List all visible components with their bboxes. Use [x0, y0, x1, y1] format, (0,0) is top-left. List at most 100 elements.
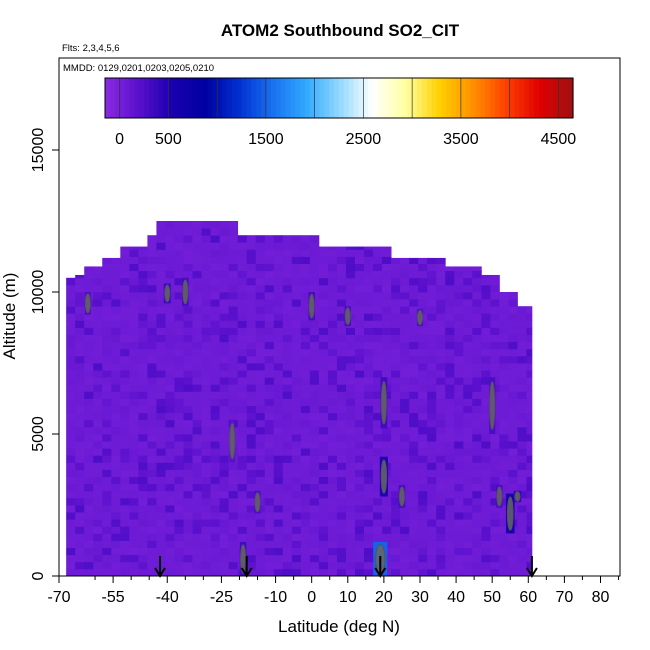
heatmap-cell — [318, 455, 329, 463]
heatmap-cell — [327, 320, 338, 328]
heatmap-cell — [165, 554, 175, 563]
heatmap-cell — [300, 313, 311, 321]
heatmap-cell — [93, 391, 103, 399]
heatmap-cell — [454, 355, 464, 364]
heatmap-cell — [345, 363, 356, 371]
heatmap-cell — [354, 263, 365, 272]
heatmap-cell — [66, 441, 76, 449]
heatmap-cell — [219, 384, 230, 392]
heatmap-cell — [228, 398, 239, 406]
heatmap-cell — [499, 398, 509, 406]
heatmap-cell — [336, 561, 347, 570]
heatmap-cell — [318, 483, 329, 492]
heatmap-cell — [526, 405, 533, 414]
heatmap-cell — [147, 363, 157, 371]
heatmap-cell — [120, 277, 130, 286]
heatmap-cell — [327, 462, 338, 470]
heatmap-cell — [102, 284, 112, 293]
heatmap-cell — [472, 568, 482, 577]
heatmap-cell — [228, 512, 239, 520]
heatmap-cell — [75, 391, 85, 399]
heatmap-cell — [255, 341, 266, 350]
heatmap-cell — [327, 334, 338, 343]
heatmap-cell — [454, 533, 464, 541]
heatmap-cell — [138, 277, 148, 286]
heatmap-cell — [102, 519, 112, 527]
heatmap-cell — [255, 249, 266, 257]
heatmap-cell — [472, 313, 482, 321]
heatmap-cell — [418, 441, 428, 449]
heatmap-cell — [463, 412, 473, 421]
heatmap-cell — [264, 426, 275, 435]
heatmap-cell — [508, 455, 518, 463]
heatmap-cell — [354, 292, 365, 300]
heatmap-cell — [75, 377, 85, 385]
heatmap-cell — [291, 363, 302, 371]
heatmap-cell — [183, 412, 193, 421]
heatmap-cell — [309, 320, 320, 328]
heatmap-cell — [490, 441, 500, 449]
heatmap-cell — [147, 370, 157, 378]
heatmap-cell — [246, 284, 257, 293]
heatmap-cell — [291, 512, 302, 520]
heatmap-cell — [165, 313, 175, 321]
heatmap-cell — [246, 533, 257, 541]
heatmap-cell — [391, 476, 401, 485]
heatmap-cell — [364, 263, 374, 272]
heatmap-cell — [75, 370, 85, 378]
heatmap-cell — [210, 533, 221, 541]
heatmap-cell — [75, 476, 85, 485]
contour-blob — [398, 486, 405, 507]
heatmap-cell — [210, 391, 221, 399]
heatmap-cell — [282, 533, 293, 541]
heatmap-cell — [237, 448, 248, 456]
heatmap-cell — [246, 249, 257, 257]
heatmap-cell — [481, 277, 491, 286]
heatmap-cell — [309, 526, 320, 534]
heatmap-cell — [264, 476, 275, 485]
heatmap-cell — [219, 284, 230, 293]
heatmap-cell — [192, 327, 202, 335]
heatmap-cell — [201, 363, 211, 371]
heatmap-cell — [490, 547, 500, 556]
heatmap-cell — [192, 242, 202, 250]
heatmap-cell — [436, 327, 446, 335]
heatmap-cell — [219, 270, 230, 279]
heatmap-cell — [300, 554, 311, 563]
y-axis-label: Altitude (m) — [0, 273, 19, 360]
heatmap-cell — [156, 327, 166, 335]
heatmap-cell — [517, 448, 527, 456]
heatmap-cell — [174, 249, 184, 257]
heatmap-cell — [102, 483, 112, 492]
colorbar-swatch — [183, 78, 189, 118]
heatmap-cell — [364, 568, 374, 577]
heatmap-cell — [138, 419, 148, 428]
heatmap-cell — [111, 455, 121, 463]
heatmap-cell — [373, 462, 383, 470]
heatmap-cell — [364, 391, 374, 399]
heatmap-cell — [391, 334, 401, 343]
heatmap-cell — [120, 377, 130, 385]
heatmap-cell — [147, 306, 157, 314]
heatmap-cell — [210, 313, 221, 321]
heatmap-cell — [165, 306, 175, 314]
heatmap-cell — [445, 512, 455, 520]
heatmap-cell — [445, 299, 455, 307]
heatmap-cell — [102, 306, 112, 314]
heatmap-cell — [436, 476, 446, 485]
heatmap-cell — [237, 284, 248, 293]
heatmap-cell — [282, 292, 293, 300]
heatmap-cell — [463, 341, 473, 350]
heatmap-cell — [427, 292, 437, 300]
heatmap-cell — [129, 441, 139, 449]
heatmap-cell — [102, 299, 112, 307]
heatmap-cell — [300, 363, 311, 371]
heatmap-cell — [327, 554, 338, 563]
heatmap-cell — [273, 370, 284, 378]
heatmap-cell — [129, 455, 139, 463]
heatmap-cell — [318, 398, 329, 406]
heatmap-cell — [66, 405, 76, 414]
heatmap-cell — [291, 505, 302, 513]
heatmap-cell — [436, 320, 446, 328]
heatmap-cell — [138, 377, 148, 385]
